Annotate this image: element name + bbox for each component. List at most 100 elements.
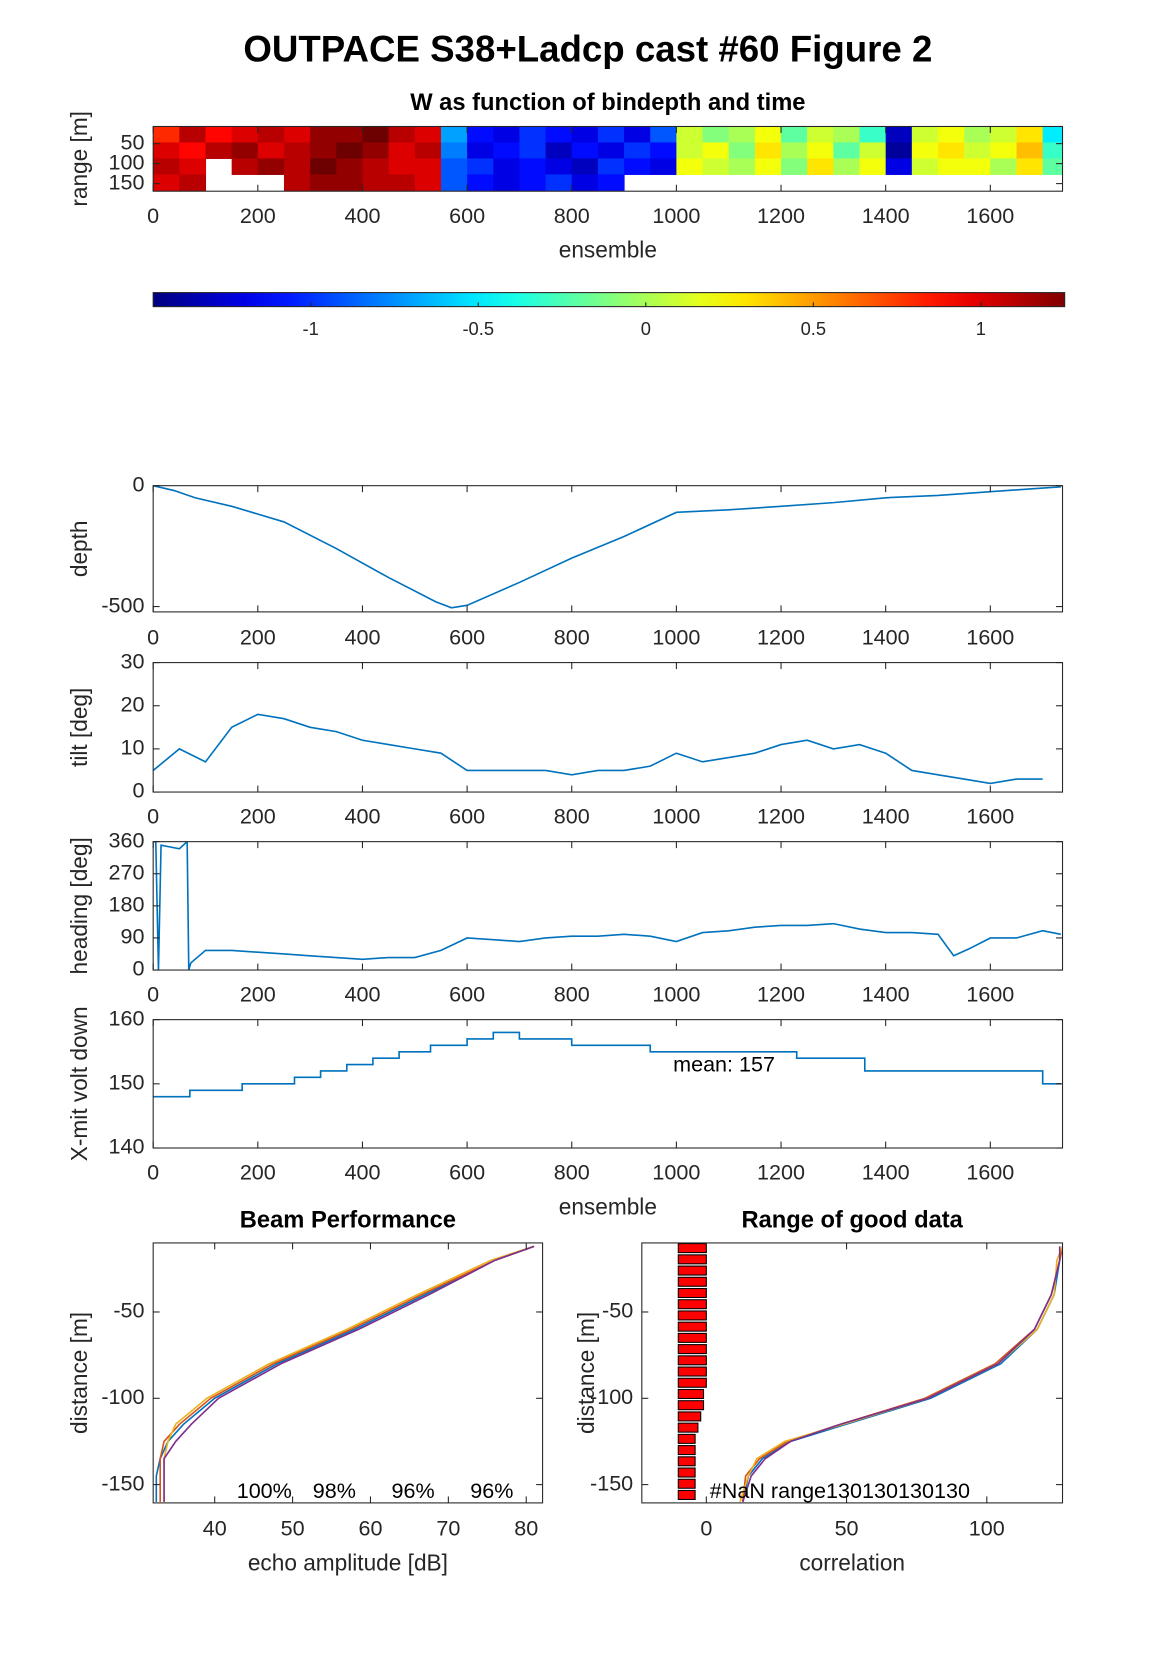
heat-cell [807,158,834,175]
bar [677,1489,696,1500]
heat-cell [807,142,834,159]
y-axis-label: tilt [deg] [66,688,92,767]
x-tick-label: 400 [344,1160,380,1185]
x-tick-label: 1400 [862,203,910,228]
heat-cell [1016,142,1044,159]
heat-cell [519,158,547,175]
heat-cell [1016,158,1044,175]
heat-cell [571,142,599,159]
panel: 0 200 400 600 800 1000 1200 1400 1600 140 150 160 en… [66,1005,1064,1219]
x-tick-label: 1200 [757,625,805,650]
y-tick-label: 140 [109,1134,145,1159]
series-line [742,1246,1063,1502]
heat-cell [519,126,547,143]
x-tick-label: 70 [436,1516,460,1541]
x-tick-label: 1600 [966,625,1014,650]
x-tick-label: 200 [240,203,276,228]
heat-cell [807,126,834,143]
heat-cell [179,174,207,191]
x-tick-label: 1000 [652,804,700,829]
panel: 0 200 400 600 800 1000 1200 1400 1600 0 10 20 30 tilt… [66,648,1064,829]
heat-cell [728,158,756,175]
heat-cell [781,158,808,175]
y-tick-label: 0 [133,956,145,981]
x-tick-label: 1200 [757,1160,805,1185]
heat-cell [388,158,416,175]
y-tick-label: 150 [109,1070,145,1095]
y-tick-label: 160 [109,1005,145,1030]
heat-cell [911,142,939,159]
heat-cell [702,142,730,159]
heat-cell [676,142,704,159]
heat-cell [231,142,259,159]
heat-cell [964,142,991,159]
x-axis-label: correlation [799,1549,905,1575]
heat-cell [676,158,704,175]
x-tick-label: 800 [554,203,590,228]
heat-cell [650,142,677,159]
plot-area [153,126,1063,191]
x-tick-label: 0 [700,1516,712,1541]
heat-cell [336,126,364,143]
heat-cell [440,158,468,175]
heat-cell [833,158,861,175]
heat-cell [467,158,494,175]
annotation: 96% [470,1478,513,1503]
x-tick-label: 800 [554,625,590,650]
heat-cell [571,158,599,175]
series-line [742,1246,1061,1503]
x-tick-label: 1400 [862,625,910,650]
x-tick-label: 400 [344,982,380,1007]
x-tick-label: 1600 [966,982,1014,1007]
heat-cell [781,126,808,143]
annotation: 96% [392,1478,435,1503]
y-tick-label: 0 [133,471,145,496]
series-line [153,713,1043,785]
bar [677,1254,707,1265]
heat-cell [545,174,573,191]
heat-cell [414,174,442,191]
y-tick-label: 180 [109,892,145,917]
heat-cell [414,126,442,143]
y-axis-label: distance [m] [573,1312,599,1434]
plot-area [153,485,1061,609]
y-axis-label: range [m] [66,111,92,207]
annotation: #NaN range130130130130 [710,1478,970,1503]
x-tick-label: 0 [147,1160,159,1185]
heat-cell [702,126,730,143]
chart-title: W as function of bindepth and time [410,90,805,116]
bar [677,1411,702,1422]
x-tick-label: 0 [147,804,159,829]
colorbar-tick-label: 0 [641,318,651,339]
x-tick-label: 600 [449,203,485,228]
x-tick-label: 1200 [757,982,805,1007]
heat-cell [257,142,285,159]
heat-cell [440,174,468,191]
heat-cell [231,158,259,175]
heat-cell [362,126,390,143]
bar [677,1355,707,1366]
heat-cell [624,126,651,143]
heat-cell [650,158,677,175]
x-tick-label: 800 [554,804,590,829]
heat-cell [467,174,494,191]
x-tick-label: 1400 [862,982,910,1007]
x-tick-label: 200 [240,1160,276,1185]
heat-cell [571,126,599,143]
y-axis-label: X-mit volt down [66,1006,92,1161]
y-axis-label: depth [66,520,92,577]
y-tick-label: -150 [590,1470,633,1495]
heat-cell [833,142,861,159]
heat-cell [231,126,259,143]
heat-cell [728,142,756,159]
x-axis-label: ensemble [559,237,657,263]
heat-cell [597,158,625,175]
plot-area [153,713,1043,785]
heat-cell [153,158,180,175]
heat-cell [310,142,337,159]
heat-cell [754,158,782,175]
annotation: mean: 157 [673,1052,775,1077]
